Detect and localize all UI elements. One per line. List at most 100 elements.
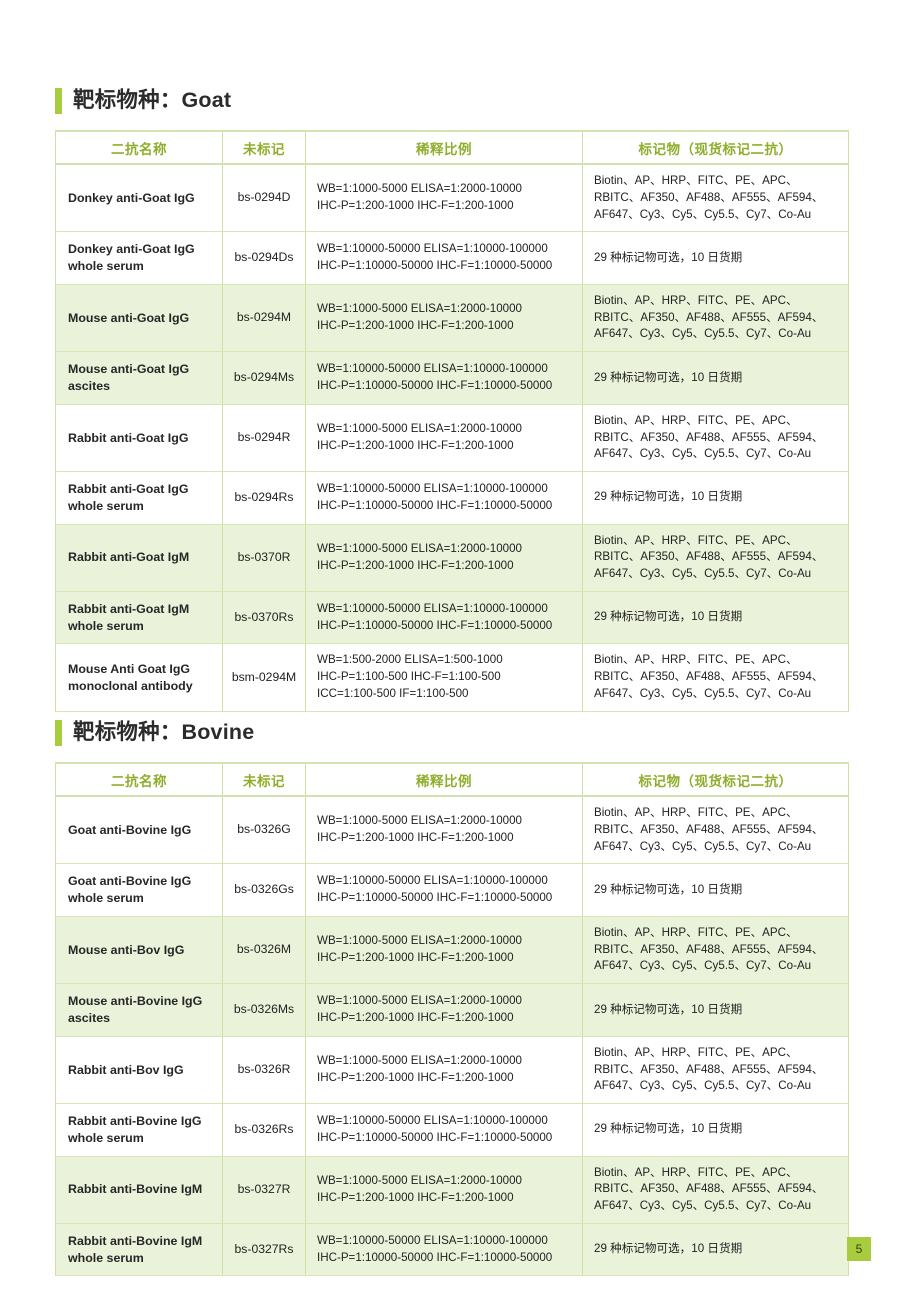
cell-dilution: WB=1:1000-5000 ELISA=1:2000-10000 IHC-P=… xyxy=(305,915,583,985)
column-header-catalog: 未标记 xyxy=(222,762,306,797)
accent-bar-icon xyxy=(55,88,62,114)
cell-catalog-number: bs-0327R xyxy=(222,1155,306,1224)
cell-labels: 29 种标记物可选，10 日货期 xyxy=(582,231,849,285)
cell-labels: Biotin、AP、HRP、FITC、PE、APC、 RBITC、AF350、A… xyxy=(582,1035,849,1105)
cell-catalog-number: bs-0327Rs xyxy=(222,1222,306,1277)
cell-antibody-name: Rabbit anti-Goat IgM whole serum xyxy=(55,590,223,645)
table-row: Rabbit anti-Goat IgM bs-0370R WB=1:1000-50… xyxy=(55,523,849,592)
cell-catalog-number: bs-0370Rs xyxy=(222,590,306,645)
cell-dilution: WB=1:10000-50000 ELISA=1:10000-100000 IH… xyxy=(305,351,583,405)
cell-labels: Biotin、AP、HRP、FITC、PE、APC、 RBITC、AF350、A… xyxy=(582,643,849,712)
cell-catalog-number: bs-0326Rs xyxy=(222,1103,306,1157)
cell-catalog-number: bs-0294M xyxy=(222,283,306,353)
cell-labels: Biotin、AP、HRP、FITC、PE、APC、 RBITC、AF350、A… xyxy=(582,915,849,985)
cell-labels: 29 种标记物可选，10 日货期 xyxy=(582,1103,849,1157)
cell-catalog-number: bs-0294Rs xyxy=(222,471,306,525)
column-header-labels: 标记物（现货标记二抗） xyxy=(582,130,849,165)
column-header-name: 二抗名称 xyxy=(55,130,223,165)
cell-antibody-name: Mouse anti-Goat IgG xyxy=(55,283,223,353)
column-header-name: 二抗名称 xyxy=(55,762,223,797)
table-body-bovine: Goat anti-Bovine IgG bs-0326G WB=1:1000-50… xyxy=(55,795,849,1277)
cell-dilution: WB=1:1000-5000 ELISA=1:2000-10000 IHC-P=… xyxy=(305,403,583,473)
column-header-dilution: 稀释比例 xyxy=(305,130,583,165)
cell-antibody-name: Rabbit anti-Bovine IgM whole serum xyxy=(55,1222,223,1277)
page-number-badge: 5 xyxy=(847,1237,871,1261)
cell-dilution: WB=1:10000-50000 ELISA=1:10000-100000 IH… xyxy=(305,231,583,285)
cell-labels: 29 种标记物可选，10 日货期 xyxy=(582,590,849,645)
cell-antibody-name: Rabbit anti-Bovine IgM xyxy=(55,1155,223,1224)
column-header-labels: 标记物（现货标记二抗） xyxy=(582,762,849,797)
cell-labels: Biotin、AP、HRP、FITC、PE、APC、 RBITC、AF350、A… xyxy=(582,403,849,473)
cell-dilution: WB=1:1000-5000 ELISA=1:2000-10000 IHC-P=… xyxy=(305,795,583,865)
cell-antibody-name: Rabbit anti-Bov IgG xyxy=(55,1035,223,1105)
cell-catalog-number: bs-0326M xyxy=(222,915,306,985)
cell-labels: 29 种标记物可选，10 日货期 xyxy=(582,1222,849,1277)
table-body-goat: Donkey anti-Goat IgG bs-0294D WB=1:1000-50… xyxy=(55,163,849,712)
cell-antibody-name: Rabbit anti-Goat IgM xyxy=(55,523,223,592)
section-title-text: 靶标物种：Goat xyxy=(73,88,232,113)
cell-labels: 29 种标记物可选，10 日货期 xyxy=(582,983,849,1037)
table-row: Rabbit anti-Bovine IgM whole serum bs-032… xyxy=(55,1222,849,1277)
table-row: Rabbit anti-Goat IgG bs-0294R WB=1:1000-50… xyxy=(55,403,849,473)
section-heading: 靶标物种：Bovine xyxy=(55,716,848,750)
column-header-catalog: 未标记 xyxy=(222,130,306,165)
section-bovine: 靶标物种：Bovine 二抗名称 未标记 稀释比例 标记物（现货标记二抗） Go… xyxy=(55,716,849,1277)
table-row: Rabbit anti-Bov IgG bs-0326R WB=1:1000-500… xyxy=(55,1035,849,1105)
cell-dilution: WB=1:10000-50000 ELISA=1:10000-100000 IH… xyxy=(305,590,583,645)
table-row: Rabbit anti-Goat IgG whole serum bs-0294R… xyxy=(55,471,849,525)
cell-dilution: WB=1:10000-50000 ELISA=1:10000-100000 IH… xyxy=(305,1103,583,1157)
cell-catalog-number: bs-0326G xyxy=(222,795,306,865)
cell-dilution: WB=1:1000-5000 ELISA=1:2000-10000 IHC-P=… xyxy=(305,523,583,592)
cell-dilution: WB=1:1000-5000 ELISA=1:2000-10000 IHC-P=… xyxy=(305,1155,583,1224)
cell-antibody-name: Donkey anti-Goat IgG whole serum xyxy=(55,231,223,285)
cell-labels: Biotin、AP、HRP、FITC、PE、APC、 RBITC、AF350、A… xyxy=(582,795,849,865)
cell-antibody-name: Mouse Anti Goat IgG monoclonal antibody xyxy=(55,643,223,712)
table-row: Mouse anti-Goat IgG ascites bs-0294Ms WB=1… xyxy=(55,351,849,405)
cell-dilution: WB=1:1000-5000 ELISA=1:2000-10000 IHC-P=… xyxy=(305,983,583,1037)
cell-antibody-name: Mouse anti-Goat IgG ascites xyxy=(55,351,223,405)
table-row: Rabbit anti-Bovine IgM bs-0327R WB=1:1000-… xyxy=(55,1155,849,1224)
accent-bar-icon xyxy=(55,720,62,746)
table-row: Mouse anti-Goat IgG bs-0294M WB=1:1000-500… xyxy=(55,283,849,353)
cell-labels: Biotin、AP、HRP、FITC、PE、APC、 RBITC、AF350、A… xyxy=(582,283,849,353)
antibody-table-goat: 二抗名称 未标记 稀释比例 标记物（现货标记二抗） Donkey anti-Go… xyxy=(55,130,849,712)
cell-antibody-name: Mouse anti-Bovine IgG ascites xyxy=(55,983,223,1037)
cell-labels: Biotin、AP、HRP、FITC、PE、APC、 RBITC、AF350、A… xyxy=(582,163,849,233)
section-title-text: 靶标物种：Bovine xyxy=(73,720,255,745)
cell-dilution: WB=1:1000-5000 ELISA=1:2000-10000 IHC-P=… xyxy=(305,283,583,353)
cell-catalog-number: bs-0294Ms xyxy=(222,351,306,405)
cell-catalog-number: bs-0326R xyxy=(222,1035,306,1105)
cell-labels: Biotin、AP、HRP、FITC、PE、APC、 RBITC、AF350、A… xyxy=(582,1155,849,1224)
cell-antibody-name: Goat anti-Bovine IgG xyxy=(55,795,223,865)
table-row: Rabbit anti-Bovine IgG whole serum bs-032… xyxy=(55,1103,849,1157)
table-row: Goat anti-Bovine IgG bs-0326G WB=1:1000-50… xyxy=(55,795,849,865)
cell-dilution: WB=1:1000-5000 ELISA=1:2000-10000 IHC-P=… xyxy=(305,163,583,233)
cell-catalog-number: bs-0326Ms xyxy=(222,983,306,1037)
cell-labels: 29 种标记物可选，10 日货期 xyxy=(582,351,849,405)
table-row: Donkey anti-Goat IgG whole serum bs-0294D… xyxy=(55,231,849,285)
cell-antibody-name: Rabbit anti-Bovine IgG whole serum xyxy=(55,1103,223,1157)
table-row: Mouse anti-Bovine IgG ascites bs-0326Ms WB… xyxy=(55,983,849,1037)
cell-antibody-name: Rabbit anti-Goat IgG whole serum xyxy=(55,471,223,525)
cell-labels: 29 种标记物可选，10 日货期 xyxy=(582,471,849,525)
cell-labels: 29 种标记物可选，10 日货期 xyxy=(582,863,849,917)
cell-catalog-number: bs-0326Gs xyxy=(222,863,306,917)
table-header-row: 二抗名称 未标记 稀释比例 标记物（现货标记二抗） xyxy=(55,762,849,797)
cell-catalog-number: bs-0370R xyxy=(222,523,306,592)
cell-dilution: WB=1:500-2000 ELISA=1:500-1000 IHC-P=1:1… xyxy=(305,643,583,712)
cell-catalog-number: bsm-0294M xyxy=(222,643,306,712)
table-header-row: 二抗名称 未标记 稀释比例 标记物（现货标记二抗） xyxy=(55,130,849,165)
table-row: Goat anti-Bovine IgG whole serum bs-0326G… xyxy=(55,863,849,917)
cell-dilution: WB=1:1000-5000 ELISA=1:2000-10000 IHC-P=… xyxy=(305,1035,583,1105)
antibody-table-bovine: 二抗名称 未标记 稀释比例 标记物（现货标记二抗） Goat anti-Bovi… xyxy=(55,762,849,1277)
column-header-dilution: 稀释比例 xyxy=(305,762,583,797)
cell-catalog-number: bs-0294Ds xyxy=(222,231,306,285)
table-row: Mouse Anti Goat IgG monoclonal antibody b… xyxy=(55,643,849,712)
cell-catalog-number: bs-0294D xyxy=(222,163,306,233)
cell-antibody-name: Mouse anti-Bov IgG xyxy=(55,915,223,985)
table-row: Rabbit anti-Goat IgM whole serum bs-0370R… xyxy=(55,590,849,645)
cell-dilution: WB=1:10000-50000 ELISA=1:10000-100000 IH… xyxy=(305,863,583,917)
cell-catalog-number: bs-0294R xyxy=(222,403,306,473)
cell-labels: Biotin、AP、HRP、FITC、PE、APC、 RBITC、AF350、A… xyxy=(582,523,849,592)
